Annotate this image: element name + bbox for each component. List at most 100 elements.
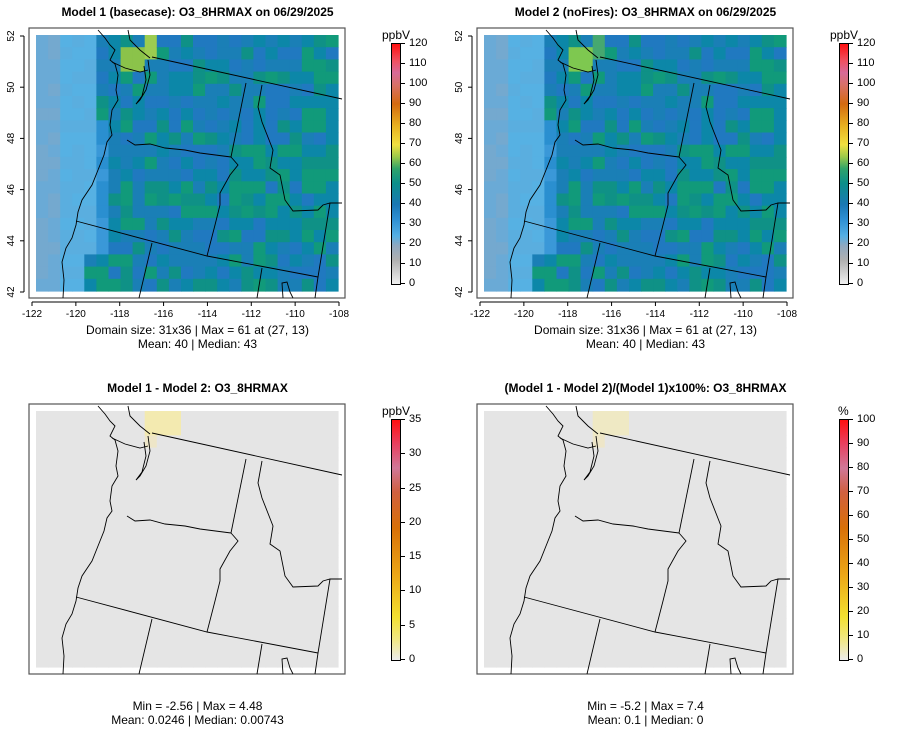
heatmap-cell bbox=[144, 520, 158, 534]
heatmap-cell bbox=[205, 411, 218, 424]
heatmap-cell bbox=[629, 606, 642, 619]
heatmap-cell bbox=[277, 169, 291, 182]
heatmap-cell bbox=[205, 35, 218, 48]
heatmap-cell bbox=[120, 120, 134, 134]
heatmap-cell bbox=[556, 435, 570, 449]
colorbar-tick-label: 80 bbox=[409, 117, 422, 129]
heatmap-cell bbox=[36, 47, 49, 60]
heatmap-cell bbox=[592, 508, 606, 522]
heatmap-cell bbox=[496, 484, 509, 497]
heatmap-cell bbox=[665, 96, 678, 109]
heatmap-cell bbox=[568, 242, 582, 255]
heatmap-cell bbox=[725, 472, 739, 485]
heatmap-cell bbox=[725, 447, 739, 461]
heatmap-cell bbox=[532, 278, 545, 292]
heatmap-cell bbox=[508, 459, 521, 473]
heatmap-cell bbox=[580, 156, 594, 170]
heatmap-cell bbox=[241, 108, 255, 121]
heatmap-cell bbox=[84, 496, 97, 510]
heatmap-cell bbox=[181, 83, 194, 97]
heatmap-cell bbox=[84, 508, 97, 522]
heatmap-cell bbox=[120, 59, 134, 73]
heatmap-cell bbox=[193, 59, 206, 73]
heatmap-cell bbox=[496, 423, 509, 436]
heatmap-cell bbox=[520, 423, 533, 436]
heatmap-cell bbox=[277, 71, 291, 85]
y-tick-label: 48 bbox=[6, 132, 17, 144]
heatmap-cell bbox=[325, 593, 339, 607]
boundary-line bbox=[586, 618, 601, 675]
boundary-line bbox=[126, 139, 232, 158]
heatmap-cell bbox=[544, 423, 558, 436]
heatmap-cell bbox=[217, 144, 230, 158]
heatmap-cell bbox=[773, 508, 787, 522]
heatmap-cell bbox=[641, 508, 654, 522]
heatmap-cell bbox=[253, 278, 267, 292]
x-tick-label: -112 bbox=[690, 309, 710, 320]
heatmap-cell bbox=[217, 435, 230, 449]
heatmap-cell bbox=[289, 205, 303, 219]
heatmap-cell bbox=[229, 242, 242, 255]
heatmap-cell bbox=[96, 508, 110, 522]
heatmap-cell bbox=[205, 205, 218, 219]
heatmap-cell bbox=[580, 520, 594, 534]
heatmap-cell bbox=[168, 569, 182, 583]
boundary-line bbox=[704, 267, 711, 299]
heatmap-cell bbox=[313, 169, 327, 182]
x-tick-label: -114 bbox=[646, 309, 666, 320]
heatmap-cell bbox=[325, 569, 339, 583]
y-tick-label: 44 bbox=[6, 235, 17, 247]
heatmap-cell bbox=[96, 411, 110, 424]
heatmap-cell bbox=[761, 423, 775, 436]
heatmap-cell bbox=[604, 205, 618, 219]
heatmap-cell bbox=[604, 96, 618, 109]
heatmap-cell bbox=[241, 205, 255, 219]
heatmap-cell bbox=[241, 630, 255, 644]
heatmap-cell bbox=[689, 156, 703, 170]
heatmap-cell bbox=[265, 423, 279, 436]
heatmap-cell bbox=[653, 132, 666, 146]
heatmap-cell bbox=[725, 71, 739, 85]
colorbar-tick-label: 80 bbox=[857, 117, 870, 129]
heatmap-cell bbox=[653, 266, 666, 280]
heatmap-cell bbox=[36, 156, 49, 170]
heatmap-cell bbox=[156, 169, 170, 182]
heatmap-cell bbox=[556, 654, 570, 668]
stats-line-2: Mean: 0.1 | Median: 0 bbox=[587, 713, 704, 727]
heatmap-cell bbox=[60, 496, 73, 510]
boundary-line bbox=[281, 281, 294, 299]
heatmap-cell bbox=[737, 654, 751, 668]
heatmap-cell bbox=[653, 484, 666, 497]
heatmap-cell bbox=[96, 266, 110, 280]
heatmap-cell bbox=[544, 593, 558, 607]
heatmap-cell bbox=[229, 205, 242, 219]
heatmap-cell bbox=[701, 411, 715, 424]
y-tick-label: 52 bbox=[454, 30, 465, 42]
heatmap-cell bbox=[496, 654, 509, 668]
heatmap-cell bbox=[580, 205, 594, 219]
boundary-line bbox=[509, 405, 567, 675]
heatmap-cell bbox=[325, 47, 339, 60]
heatmap-cell bbox=[36, 654, 49, 668]
heatmap-cell bbox=[629, 654, 642, 668]
heatmap-cell bbox=[265, 496, 279, 510]
heatmap-cell bbox=[737, 630, 751, 644]
heatmap-cell bbox=[108, 411, 122, 424]
heatmap-cell bbox=[72, 472, 85, 485]
boundary-line bbox=[574, 139, 680, 158]
heatmap-cell bbox=[144, 254, 158, 268]
heatmap-cell bbox=[217, 618, 230, 631]
heatmap-cell bbox=[313, 618, 327, 631]
heatmap-cell bbox=[737, 508, 751, 522]
heatmap-cell bbox=[701, 654, 715, 668]
heatmap-cell bbox=[120, 423, 134, 436]
boundary-line bbox=[206, 532, 239, 633]
heatmap-cell bbox=[701, 169, 715, 182]
heatmap-cell bbox=[84, 169, 97, 182]
heatmap-cell bbox=[120, 230, 134, 243]
heatmap-cell bbox=[96, 606, 110, 619]
heatmap-cell bbox=[108, 496, 122, 510]
heatmap-cell bbox=[168, 423, 182, 436]
heatmap-cell bbox=[193, 642, 206, 656]
heatmap-cell bbox=[761, 459, 775, 473]
